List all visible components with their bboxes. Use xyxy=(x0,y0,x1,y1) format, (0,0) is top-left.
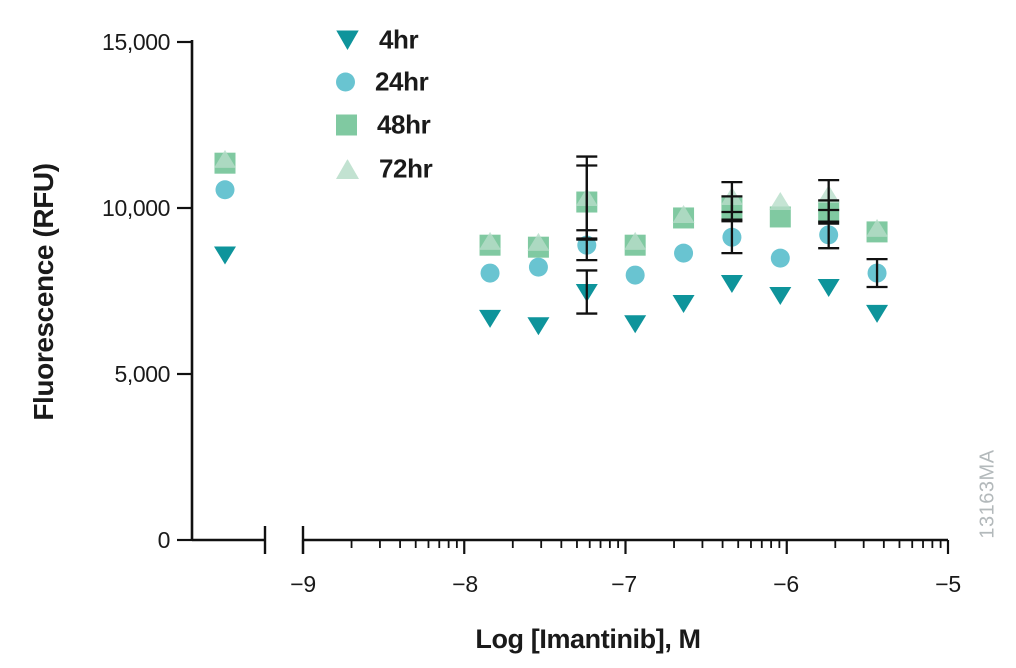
marker-72hr xyxy=(624,231,647,250)
x-axis-title: Log [Imantinib], M xyxy=(475,624,701,654)
x-tick-label: −5 xyxy=(935,571,961,597)
x-tick-label: −8 xyxy=(452,571,478,597)
marker-72hr xyxy=(866,218,889,237)
marker-72hr xyxy=(479,231,502,250)
marker-72hr xyxy=(769,192,792,211)
marker-4hr xyxy=(527,317,550,336)
marker-48hr xyxy=(769,206,791,228)
square-icon xyxy=(336,114,357,136)
y-tick-label: 10,000 xyxy=(102,195,170,221)
y-axis-title: Fluorescence (RFU) xyxy=(28,163,59,421)
marker-24hr xyxy=(480,263,500,283)
legend-item-48hr: 48hr xyxy=(336,109,431,141)
marker-24hr xyxy=(770,248,790,268)
series-24hr xyxy=(215,180,887,285)
marker-72hr xyxy=(214,149,236,168)
series-72hr xyxy=(214,149,889,251)
triangle-down-icon xyxy=(336,30,359,50)
marker-24hr xyxy=(528,257,548,277)
legend-label: 48hr xyxy=(377,109,431,140)
y-tick-label: 15,000 xyxy=(102,29,170,55)
marker-4hr xyxy=(769,286,792,305)
marker-24hr xyxy=(215,180,235,200)
marker-4hr xyxy=(479,309,502,328)
marker-4hr xyxy=(720,275,743,294)
x-tick-label: −6 xyxy=(773,571,799,597)
marker-24hr xyxy=(674,243,694,263)
circle-icon xyxy=(336,72,355,92)
marker-72hr xyxy=(672,204,695,223)
error-bar-24hr xyxy=(866,257,888,289)
error-bar-72hr xyxy=(721,180,743,214)
y-tick-label: 0 xyxy=(157,527,171,553)
error-bar-24hr xyxy=(721,220,743,255)
marker-4hr xyxy=(817,279,840,298)
marker-24hr xyxy=(625,265,645,285)
series-4hr xyxy=(214,246,889,336)
error-bar-72hr xyxy=(818,178,840,212)
watermark: 13163MA xyxy=(976,449,999,539)
marker-4hr xyxy=(214,246,236,265)
error-bar-4hr xyxy=(576,269,598,315)
triangle-up-icon xyxy=(336,159,359,179)
y-tick-label: 5,000 xyxy=(114,361,170,387)
x-tick-label: −7 xyxy=(611,571,637,597)
x-tick-label: −9 xyxy=(290,571,316,597)
legend-item-24hr: 24hr xyxy=(336,66,429,98)
legend-label: 24hr xyxy=(375,66,429,97)
legend-label: 72hr xyxy=(379,153,433,184)
axes xyxy=(190,40,948,542)
marker-4hr xyxy=(866,304,889,323)
error-bar-72hr xyxy=(576,155,598,241)
marker-72hr xyxy=(527,232,550,251)
legend-label: 4hr xyxy=(379,24,419,55)
legend-item-4hr: 4hr xyxy=(336,24,419,56)
marker-4hr xyxy=(624,315,647,334)
legend-item-72hr: 72hr xyxy=(336,153,433,185)
marker-4hr xyxy=(672,294,695,313)
